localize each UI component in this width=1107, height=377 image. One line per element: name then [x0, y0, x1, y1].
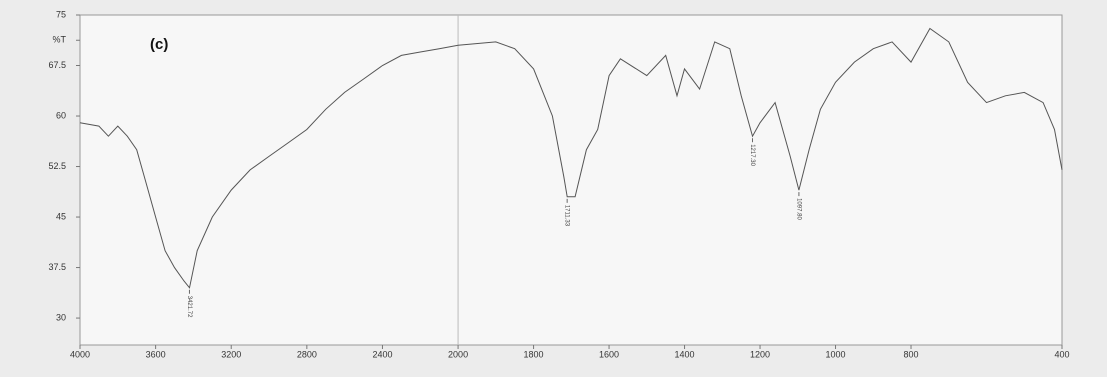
x-tick-label: 2000 [448, 349, 468, 359]
peak-label: 1711.33 [564, 205, 570, 227]
spectrum-line [79, 27, 1063, 289]
x-tick-label: 1000 [826, 349, 846, 359]
x-tick-label: 2800 [297, 349, 317, 359]
x-tick-label: 4000 [70, 349, 90, 359]
plot-frame [79, 14, 1063, 346]
y-tick-label: 60 [56, 110, 66, 120]
x-tick-label: 1600 [599, 349, 619, 359]
y-tick-label: 52.5 [48, 161, 66, 171]
x-tick-label: 3200 [221, 349, 241, 359]
x-tick-label: 1400 [675, 349, 695, 359]
x-tick-label: 800 [904, 349, 919, 359]
peak-label: 3421.72 [186, 296, 192, 318]
x-tick-label: 400 [1054, 349, 1069, 359]
peak-label: 1217.30 [749, 144, 755, 166]
x-tick-label: 2400 [372, 349, 392, 359]
peak-label: 1097.80 [795, 198, 801, 220]
y-tick-label: 30 [56, 312, 66, 322]
y-tick-label: 75 [56, 9, 66, 19]
x-tick-label: 1200 [750, 349, 770, 359]
y-tick-label: 45 [56, 211, 66, 221]
y-tick-label: %T [53, 35, 67, 45]
x-tick-label: 3600 [146, 349, 166, 359]
x-tick-label: 1800 [524, 349, 544, 359]
y-tick-label: 67.5 [48, 60, 66, 70]
y-tick-label: 37.5 [48, 262, 66, 272]
panel-label: (c) [150, 36, 168, 53]
